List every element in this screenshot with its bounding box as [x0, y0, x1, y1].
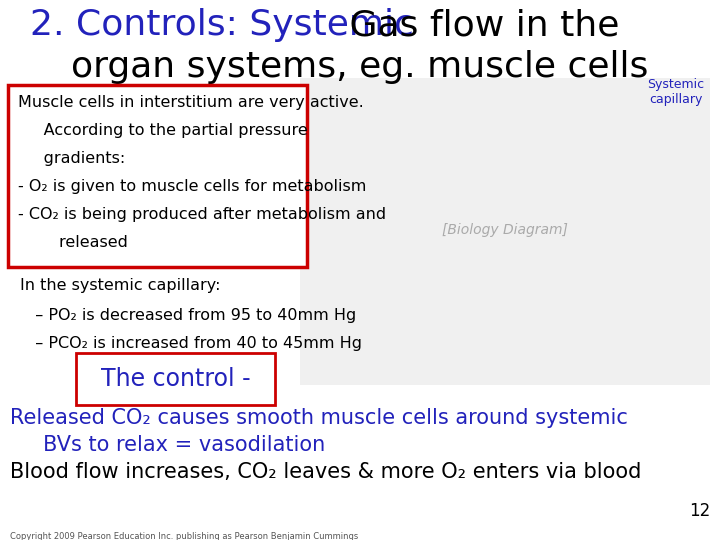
- FancyBboxPatch shape: [8, 85, 307, 267]
- Text: According to the partial pressure: According to the partial pressure: [18, 123, 307, 138]
- Text: In the systemic capillary:: In the systemic capillary:: [20, 278, 220, 293]
- Text: Gas flow in the: Gas flow in the: [338, 8, 619, 42]
- Bar: [300, 78, 710, 385]
- Text: – PCO₂ is increased from 40 to 45mm Hg: – PCO₂ is increased from 40 to 45mm Hg: [25, 336, 362, 351]
- Text: [Biology Diagram]: [Biology Diagram]: [442, 223, 568, 237]
- Text: – PO₂ is decreased from 95 to 40mm Hg: – PO₂ is decreased from 95 to 40mm Hg: [25, 308, 356, 323]
- FancyBboxPatch shape: [76, 353, 275, 405]
- Text: Systemic
capillary: Systemic capillary: [647, 78, 705, 106]
- Text: - O₂ is given to muscle cells for metabolism: - O₂ is given to muscle cells for metabo…: [18, 179, 366, 194]
- Text: gradients:: gradients:: [18, 151, 125, 166]
- Text: organ systems, eg. muscle cells: organ systems, eg. muscle cells: [71, 50, 649, 84]
- Text: Muscle cells in interstitium are very active.: Muscle cells in interstitium are very ac…: [18, 95, 364, 110]
- Text: 2. Controls: Systemic: 2. Controls: Systemic: [30, 8, 414, 42]
- Text: 12: 12: [689, 502, 710, 520]
- Text: Blood flow increases, CO₂ leaves & more O₂ enters via blood: Blood flow increases, CO₂ leaves & more …: [10, 462, 642, 482]
- Text: Released CO₂ causes smooth muscle cells around systemic: Released CO₂ causes smooth muscle cells …: [10, 408, 628, 428]
- Text: The control -: The control -: [101, 367, 251, 391]
- Text: BVs to relax = vasodilation: BVs to relax = vasodilation: [10, 435, 325, 455]
- Text: released: released: [18, 235, 128, 250]
- Text: - CO₂ is being produced after metabolism and: - CO₂ is being produced after metabolism…: [18, 207, 386, 222]
- Text: Copyright 2009 Pearson Education Inc. publishing as Pearson Benjamin Cummings: Copyright 2009 Pearson Education Inc. pu…: [10, 532, 359, 540]
